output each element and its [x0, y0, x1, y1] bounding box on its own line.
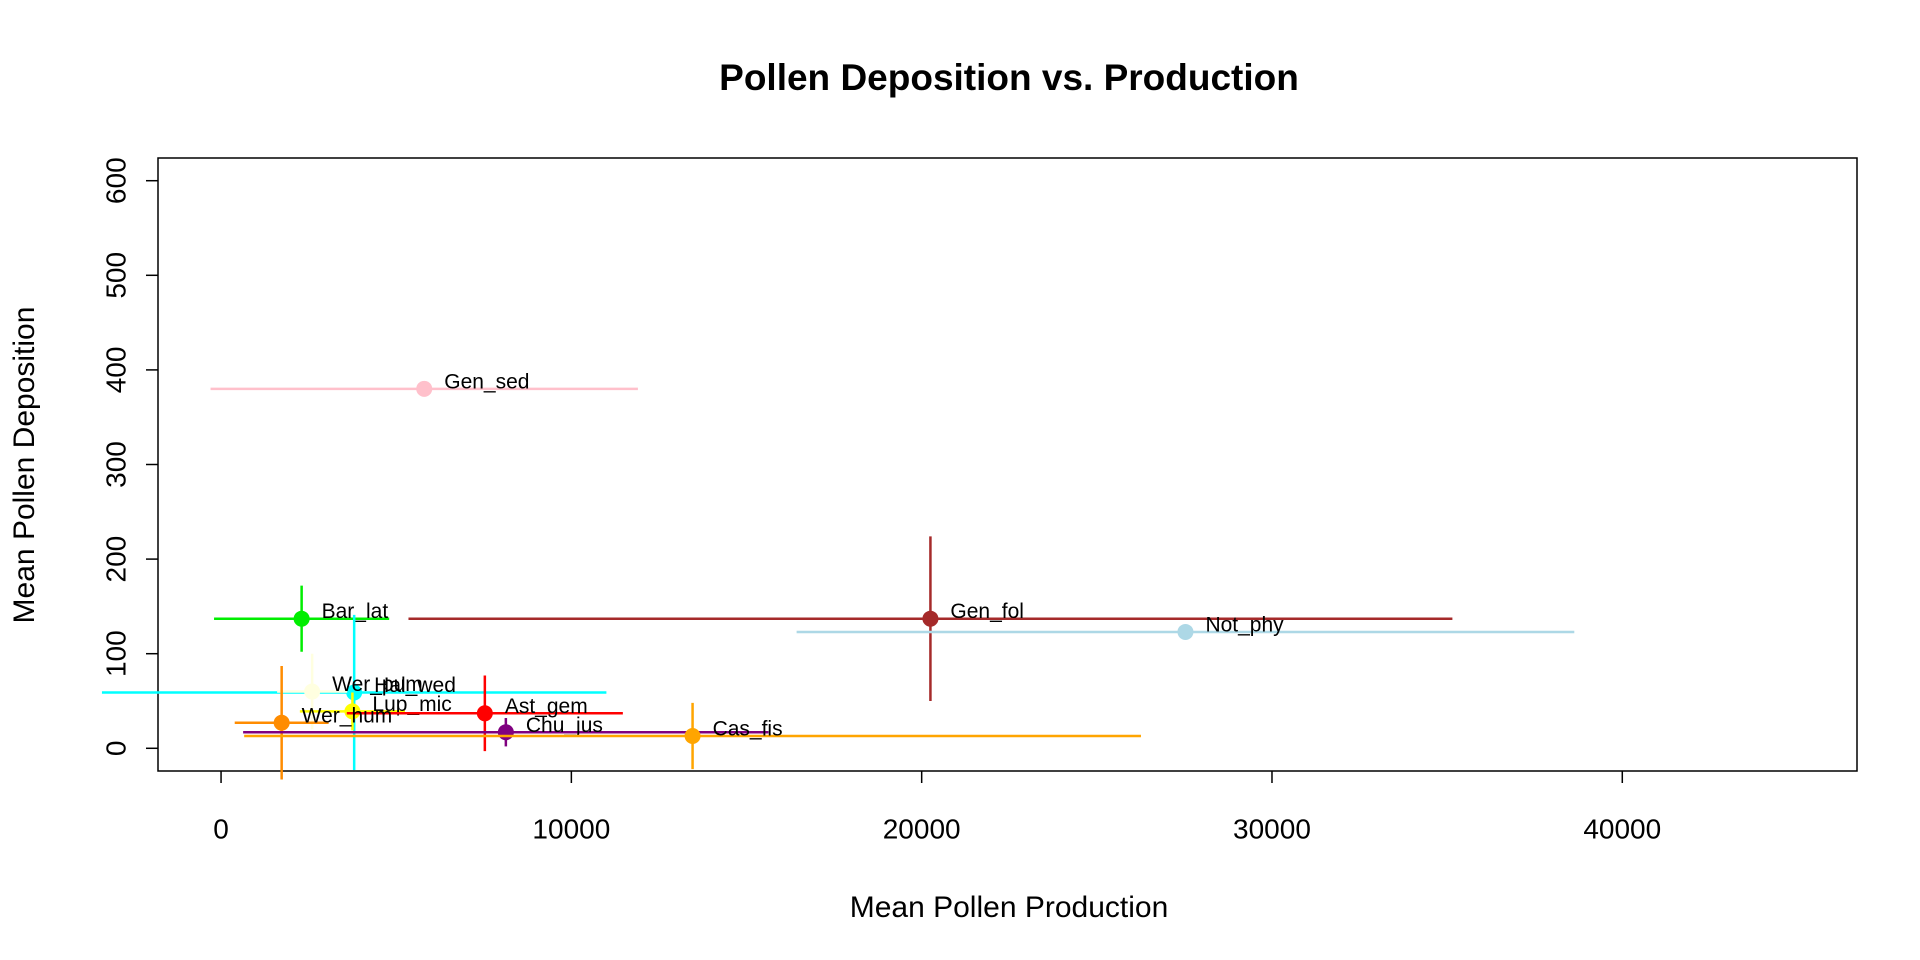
point-label: Not_phy — [1205, 613, 1284, 636]
point — [293, 610, 310, 627]
point — [476, 705, 493, 722]
x-tick-label: 30000 — [1233, 813, 1311, 844]
x-tick-label: 20000 — [883, 813, 961, 844]
point — [344, 703, 361, 720]
y-tick-label: 200 — [100, 536, 131, 583]
point-label: Lup_mic — [372, 693, 451, 716]
y-tick-label: 0 — [100, 741, 131, 757]
x-tick-label: 0 — [213, 813, 229, 844]
y-axis-label: Mean Pollen Deposition — [8, 307, 41, 624]
point-label: Gen_fol — [950, 600, 1024, 623]
point — [273, 714, 290, 731]
point-label: Chu_jus — [526, 714, 603, 737]
y-tick-label: 500 — [100, 252, 131, 299]
point — [684, 727, 701, 744]
point — [922, 610, 939, 627]
point-label: Wer_hum — [302, 704, 393, 727]
x-tick-label: 40000 — [1583, 813, 1661, 844]
point — [304, 683, 321, 700]
y-tick-label: 300 — [100, 441, 131, 488]
point — [346, 684, 363, 701]
x-axis-label: Mean Pollen Production — [850, 891, 1169, 924]
y-tick-label: 400 — [100, 347, 131, 394]
point — [1177, 623, 1194, 640]
point-label: Wer_pum — [332, 673, 423, 696]
y-tick-label: 600 — [100, 157, 131, 204]
point — [416, 380, 433, 397]
chart-title: Pollen Deposition vs. Production — [719, 57, 1299, 98]
y-tick-label: 100 — [100, 630, 131, 677]
point-label: Hal_wed — [374, 674, 456, 697]
x-tick-label: 10000 — [532, 813, 610, 844]
point-label: Gen_sed — [444, 370, 529, 393]
point — [497, 724, 514, 741]
point-label: Ast_gem — [505, 695, 588, 718]
point-label: Bar_lat — [322, 600, 389, 623]
point-label: Cas_fis — [713, 718, 783, 741]
